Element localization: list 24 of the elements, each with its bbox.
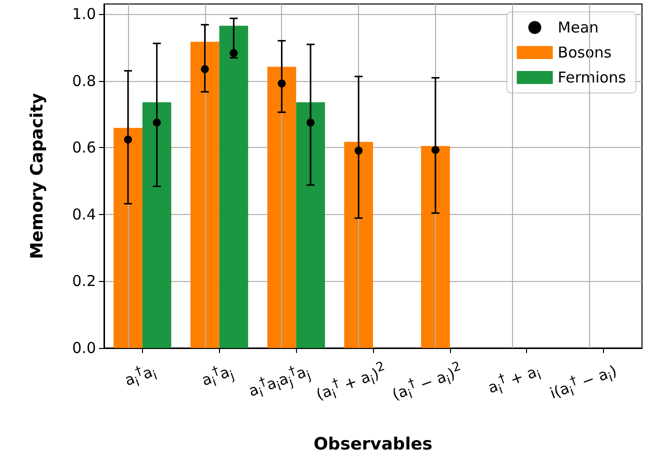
bar <box>219 26 248 348</box>
point <box>354 146 363 155</box>
legend-label: Bosons <box>558 44 612 62</box>
y-tick-label: 0.2 <box>72 272 96 290</box>
bar <box>296 102 325 348</box>
y-tick-label: 0.0 <box>72 339 96 357</box>
bar <box>421 146 450 348</box>
legend-label: Fermions <box>558 68 626 86</box>
y-tick-label: 0.4 <box>72 205 96 224</box>
bar <box>190 42 220 348</box>
x-axis-title: Observables <box>314 434 432 454</box>
y-tick-label: 0.8 <box>72 72 96 90</box>
legend-label: Mean <box>558 18 599 36</box>
point <box>200 65 209 74</box>
y-tick-label: 0.6 <box>72 138 96 157</box>
point <box>278 79 286 88</box>
point <box>431 146 440 154</box>
y-tick-label: 1.0 <box>72 5 96 24</box>
bar <box>267 66 296 348</box>
bar <box>344 142 373 348</box>
bar <box>142 102 172 348</box>
y-axis-title: Memory Capacity <box>28 93 48 259</box>
bar <box>114 128 142 348</box>
point <box>124 136 132 144</box>
